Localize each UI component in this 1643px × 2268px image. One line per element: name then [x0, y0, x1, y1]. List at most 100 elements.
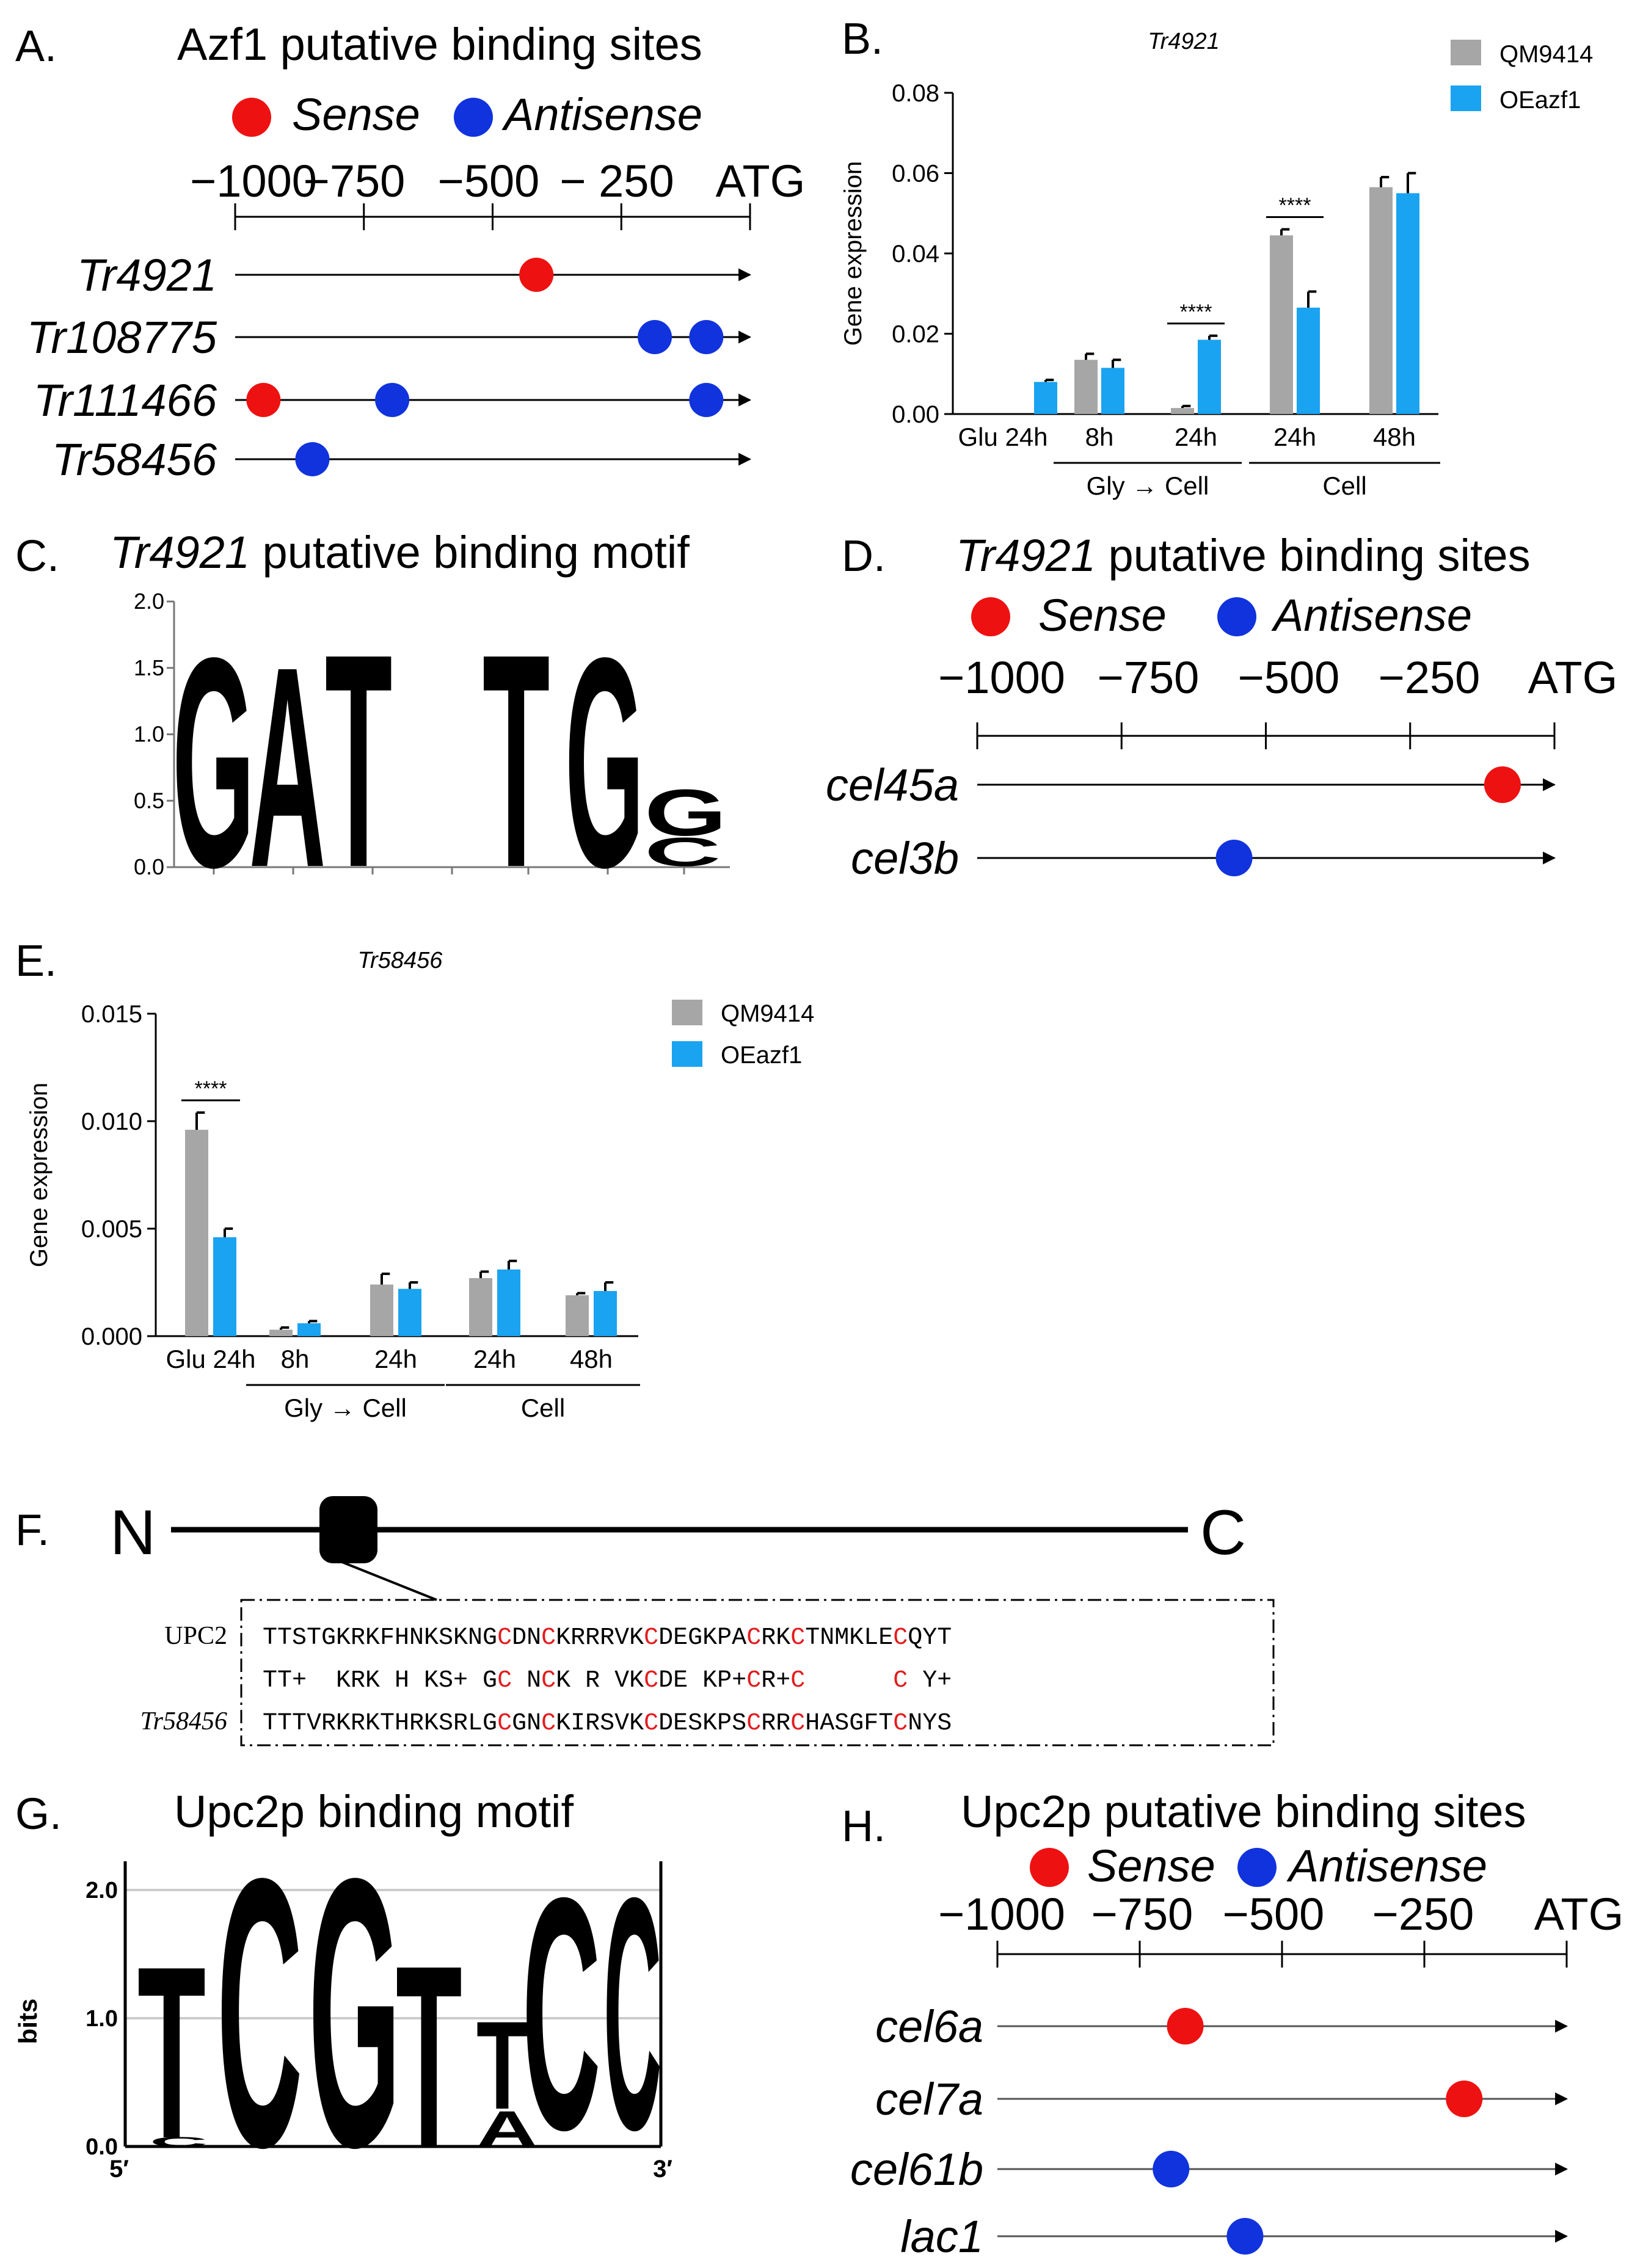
logo-letter-g: G	[172, 596, 255, 929]
bar-oeazf1	[1034, 382, 1057, 414]
position-axis: −1000 −750 −500 −250 ATG	[938, 652, 1617, 749]
alignment-box	[240, 1599, 1275, 1746]
logo-letter-t: T	[396, 1911, 462, 2200]
legend-label-qm9414: QM9414	[721, 1000, 814, 1027]
x-tick-label: 8h	[281, 1345, 310, 1373]
logo-letter-g: G	[565, 596, 644, 929]
x-tick-label: 24h	[1175, 423, 1217, 451]
panel-c-title: Tr4921 putative binding motif	[110, 527, 690, 578]
sequence-segment: DESKPS	[658, 1710, 746, 1737]
logo-letter-a-glyph: A	[249, 607, 326, 927]
bar-oeazf1	[1297, 307, 1320, 414]
logo-letter-c-tiny: C	[150, 2134, 208, 2150]
position-axis: −1000 −750 −500 −250 ATG	[938, 1889, 1623, 1968]
zinc-finger-domain	[319, 1496, 377, 1563]
x-start-label: 5′	[109, 2156, 129, 2183]
panel-h-letter: H.	[842, 1802, 886, 1851]
logo-letter-a: A	[249, 607, 326, 927]
sequence-segment: TTSTGKRKFHNKSKNG	[263, 1624, 497, 1652]
y-tick-label: 0.010	[81, 1108, 142, 1135]
axis-tick-label: −1000	[938, 1889, 1065, 1939]
group-label: Gly → Cell	[284, 1394, 407, 1422]
legend-label-qm9414: QM9414	[1499, 41, 1593, 68]
panel-h: H. Upc2p putative binding sites Sense An…	[842, 1786, 1623, 2262]
bar-qm9414	[566, 1295, 589, 1336]
axis-tick-label: −500	[438, 156, 540, 206]
y-tick-label: 0.5	[134, 788, 164, 813]
title-rest: putative binding sites	[1096, 530, 1531, 581]
logo-letter-a-small-glyph: A	[476, 2101, 537, 2157]
legend-sense-label: Sense	[1038, 590, 1167, 641]
y-tick-label: 0.015	[81, 1001, 142, 1028]
sequence-segment: GN	[512, 1710, 541, 1737]
bar-qm9414	[1270, 235, 1293, 414]
alignment-label-upc2: UPC2	[164, 1622, 227, 1650]
panel-d-letter: D.	[842, 532, 886, 581]
gene-name-Tr111466: Tr111466	[34, 375, 217, 426]
binding-site-sense	[519, 258, 554, 292]
sequence-logo: 2.01.51.00.50.0 GAT T G GC	[134, 589, 730, 931]
conserved-cysteine: C	[790, 1667, 805, 1695]
axis-tick-label: − 250	[559, 156, 674, 206]
bar-chart: 0.000 0.005 0.010 0.015 Gene expression Glu 2…	[26, 1001, 640, 1422]
y-tick-label: 0.08	[892, 80, 939, 107]
logo-letter-t: T	[137, 1916, 206, 2190]
group-label: Cell	[521, 1394, 565, 1422]
panel-a-letter: A.	[15, 22, 57, 71]
logo-letter-c-glyph: C	[603, 1828, 661, 2198]
axis-tick-label: −1000	[938, 652, 1065, 703]
chart-title: Tr4921	[1148, 29, 1220, 54]
significance-label: ****	[1180, 300, 1212, 324]
logo-letter-t-glyph: T	[396, 1911, 462, 2200]
conserved-cysteine: C	[541, 1667, 556, 1695]
sequence-segment: HASGFT	[805, 1710, 893, 1737]
logo-letter-t-small: T	[476, 1996, 528, 2136]
gene-name-Tr108775: Tr108775	[27, 312, 217, 363]
logo-letter-a-small: A	[476, 2101, 537, 2157]
alignment-row-tr58456: TTTVRKRKTHRKSRLGCGNCKIRSVKCDESKPSCRRCHAS…	[263, 1710, 952, 1737]
sequence-segment: Y+	[908, 1667, 952, 1695]
legend-antisense-label: Antisense	[501, 89, 702, 140]
group-label: Cell	[1322, 471, 1366, 500]
conserved-cysteine: C	[746, 1624, 761, 1652]
sequence-segment: DN	[512, 1624, 541, 1652]
conserved-cysteine: C	[746, 1667, 761, 1695]
legend-antisense-label: Antisense	[1286, 1841, 1487, 1891]
y-tick-label: 1.0	[86, 2006, 118, 2032]
x-tick-label: 8h	[1085, 423, 1114, 451]
logo-letter-c: C	[217, 1800, 302, 2227]
sequence-segment: RR	[761, 1710, 790, 1737]
gene-name-cel61b: cel61b	[850, 2144, 983, 2195]
logo-letter-t-glyph: T	[137, 1916, 206, 2190]
group-label: Gly → Cell	[1087, 471, 1209, 500]
sequence-segment: K R VK	[556, 1667, 644, 1695]
significance-label: ****	[1279, 194, 1311, 217]
legend-swatch-oeazf1	[1451, 85, 1481, 111]
panel-g: G. Upc2p binding motif 2.0 1.0 0.0 bits 5′ 3′…	[13, 1786, 672, 2227]
conserved-cysteine: C	[497, 1624, 512, 1652]
logo-letter-c: C	[522, 1830, 600, 2199]
logo-letter-g-small: G	[644, 776, 727, 849]
legend-sense-dot	[971, 597, 1010, 636]
conserved-cysteine: C	[541, 1710, 556, 1737]
conserved-cysteine: C	[541, 1624, 556, 1652]
panel-a-title: Azf1 putative binding sites	[177, 19, 702, 70]
bar-oeazf1	[497, 1269, 520, 1336]
x-tick-label: 24h	[1273, 423, 1316, 451]
logo-letter-c: C	[603, 1828, 661, 2198]
gene-name-cel45a: cel45a	[826, 760, 959, 810]
panel-e-letter: E.	[15, 937, 57, 986]
conserved-cysteine: C	[644, 1667, 658, 1695]
legend-swatch-qm9414	[672, 1000, 702, 1025]
axis-tick-label: ATG	[1528, 652, 1618, 703]
axis-tick-label: −750	[304, 156, 406, 206]
logo-letter-c-glyph: C	[522, 1830, 600, 2199]
axis-tick-label: −750	[1098, 652, 1200, 703]
legend-swatch-qm9414	[1451, 40, 1481, 65]
conserved-cysteine: C	[790, 1710, 805, 1737]
binding-site-antisense	[375, 383, 410, 417]
x-tick-label: 24h	[473, 1345, 516, 1373]
alignment-row-consensus: TT+ KRK H KS+ GC NCK R VKCDE KP+CR+C C Y…	[263, 1667, 952, 1695]
x-end-label: 3′	[653, 2156, 672, 2183]
